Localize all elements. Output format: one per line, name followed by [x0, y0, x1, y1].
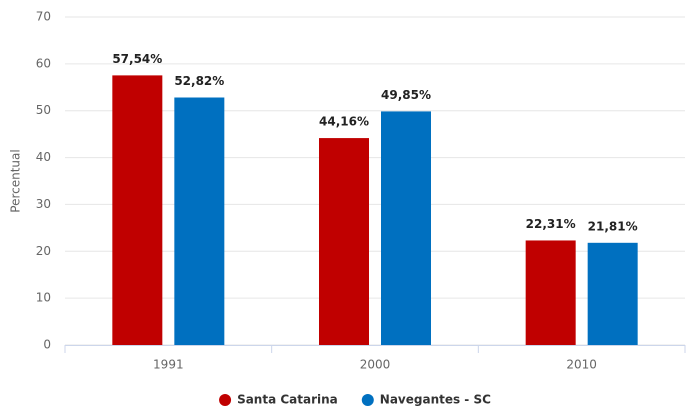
- value-label: 52,82%: [174, 74, 224, 88]
- value-label: 22,31%: [526, 217, 576, 231]
- value-label: 49,85%: [381, 88, 431, 102]
- y-tick-label: 10: [36, 291, 51, 305]
- y-tick-label: 70: [36, 10, 51, 24]
- legend-marker: [361, 394, 374, 406]
- bar: [525, 240, 576, 345]
- bar: [112, 75, 163, 345]
- x-tick-label: 2000: [360, 358, 391, 372]
- y-tick-label: 20: [36, 244, 51, 258]
- legend-marker: [219, 394, 232, 406]
- value-label: 21,81%: [588, 219, 638, 233]
- value-label: 57,54%: [112, 52, 162, 66]
- value-label: 44,16%: [319, 115, 369, 129]
- y-tick-label: 0: [43, 338, 51, 352]
- legend-label: Navegantes - SC: [380, 393, 491, 407]
- y-tick-label: 50: [36, 103, 51, 117]
- y-axis-label: Percentual: [9, 149, 23, 212]
- bar: [381, 111, 431, 345]
- bar: [319, 138, 369, 345]
- bar: [587, 242, 638, 345]
- y-tick-label: 60: [36, 56, 51, 70]
- legend-label: Santa Catarina: [237, 393, 338, 407]
- x-tick-label: 2010: [566, 358, 597, 372]
- y-tick-label: 40: [36, 150, 51, 164]
- x-tick-label: 1991: [153, 358, 184, 372]
- y-tick-label: 30: [36, 197, 51, 211]
- bar: [174, 97, 225, 345]
